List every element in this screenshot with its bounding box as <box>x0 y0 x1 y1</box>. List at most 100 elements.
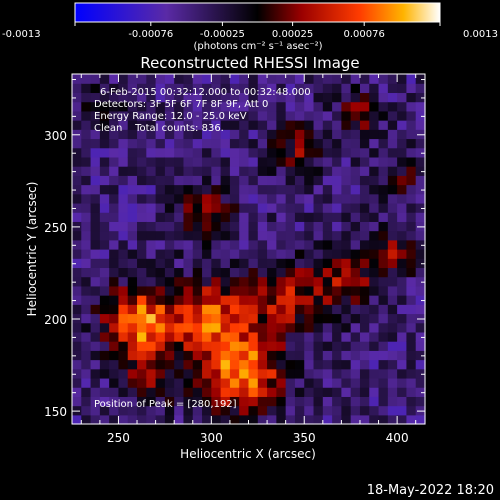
heatmap-cell <box>304 405 315 416</box>
heatmap-cell <box>109 414 120 425</box>
heatmap-cell <box>387 267 398 278</box>
heatmap-cell <box>183 184 194 195</box>
heatmap-cell <box>332 295 342 305</box>
heatmap-cell <box>276 368 287 379</box>
heatmap-cell <box>350 147 361 158</box>
heatmap-cell <box>202 249 212 259</box>
heatmap-cell <box>90 387 101 397</box>
heatmap-cell <box>81 175 92 186</box>
heatmap-cell <box>276 202 287 213</box>
heatmap-cell <box>192 285 203 296</box>
heatmap-cell <box>369 92 380 103</box>
heatmap-cell <box>332 92 342 103</box>
heatmap-cell <box>192 239 203 250</box>
heatmap-cell <box>304 239 315 250</box>
heatmap-cell <box>155 295 166 305</box>
heatmap-cell <box>294 175 305 186</box>
heatmap-cell <box>239 92 250 103</box>
heatmap-cell <box>229 120 240 130</box>
heatmap-cell <box>267 396 277 407</box>
heatmap-cell <box>127 414 138 425</box>
heatmap-cell <box>248 313 259 324</box>
heatmap-cell <box>220 120 231 130</box>
heatmap-cell <box>322 147 333 158</box>
heatmap-cell <box>332 387 342 397</box>
heatmap-cell <box>118 74 129 84</box>
heatmap-cell <box>397 175 408 186</box>
heatmap-cell <box>257 202 268 213</box>
heatmap-cell <box>285 202 296 213</box>
heatmap-cell <box>267 322 277 333</box>
heatmap-cell <box>72 396 82 407</box>
heatmap-cell <box>146 359 157 370</box>
heatmap-cell <box>174 92 185 103</box>
heatmap-cell <box>406 202 417 213</box>
heatmap-cell <box>99 368 110 379</box>
heatmap-cell <box>267 212 277 222</box>
heatmap-cell <box>341 341 352 351</box>
heatmap-cell <box>332 101 342 112</box>
heatmap-cell <box>415 129 426 140</box>
heatmap-cell <box>229 258 240 269</box>
heatmap-cell <box>415 267 426 278</box>
heatmap-cell <box>81 350 92 361</box>
heatmap-cell <box>146 267 157 278</box>
heatmap-cell <box>285 350 296 361</box>
heatmap-cell <box>146 258 157 269</box>
heatmap-cell <box>369 74 380 84</box>
heatmap-cell <box>99 285 110 296</box>
heatmap-cell <box>220 267 231 278</box>
heatmap-cell <box>81 267 92 278</box>
heatmap-cell <box>99 249 110 259</box>
heatmap-cell <box>248 166 259 176</box>
heatmap-cell <box>239 322 250 333</box>
heatmap-cell <box>369 184 380 195</box>
heatmap-cell <box>415 120 426 130</box>
heatmap-cell <box>304 377 315 388</box>
heatmap-cell <box>239 230 250 241</box>
heatmap-cell <box>248 212 259 222</box>
heatmap-cell <box>229 92 240 103</box>
heatmap-cell <box>378 341 389 351</box>
heatmap-cell <box>397 267 408 278</box>
heatmap-cell <box>99 202 110 213</box>
heatmap-cell <box>164 120 175 130</box>
y-tick-label: 250 <box>44 221 67 235</box>
heatmap-cell <box>118 193 129 204</box>
heatmap-cell <box>146 295 157 305</box>
heatmap-cell <box>378 129 389 140</box>
heatmap-cell <box>378 184 389 195</box>
heatmap-cell <box>350 258 361 269</box>
heatmap-cell <box>146 147 157 158</box>
heatmap-cell <box>294 414 305 425</box>
x-tick-label: 350 <box>293 431 316 445</box>
heatmap-cell <box>183 304 194 315</box>
heatmap-cell <box>72 166 82 176</box>
heatmap-cell <box>118 387 129 397</box>
heatmap-cell <box>378 74 389 84</box>
heatmap-cell <box>341 405 352 416</box>
heatmap-cell <box>146 193 157 204</box>
heatmap-cell <box>174 285 185 296</box>
heatmap-cell <box>322 341 333 351</box>
heatmap-cell <box>118 341 129 351</box>
heatmap-cell <box>239 359 250 370</box>
heatmap-cell <box>118 331 129 342</box>
heatmap-cell <box>72 331 82 342</box>
heatmap-cell <box>406 212 417 222</box>
heatmap-cell <box>257 156 268 167</box>
heatmap-cell <box>248 175 259 186</box>
heatmap-cell <box>109 313 120 324</box>
heatmap-cell <box>359 221 370 232</box>
heatmap-cell <box>248 267 259 278</box>
heatmap-cell <box>192 258 203 269</box>
heatmap-cell <box>220 285 231 296</box>
heatmap-cell <box>248 129 259 140</box>
heatmap-cell <box>304 101 315 112</box>
heatmap-cell <box>341 276 352 287</box>
heatmap-cell <box>415 83 426 94</box>
heatmap-cell <box>332 175 342 186</box>
y-tick-label: 200 <box>44 313 67 327</box>
heatmap-cell <box>211 249 222 259</box>
heatmap-cell <box>127 258 138 269</box>
